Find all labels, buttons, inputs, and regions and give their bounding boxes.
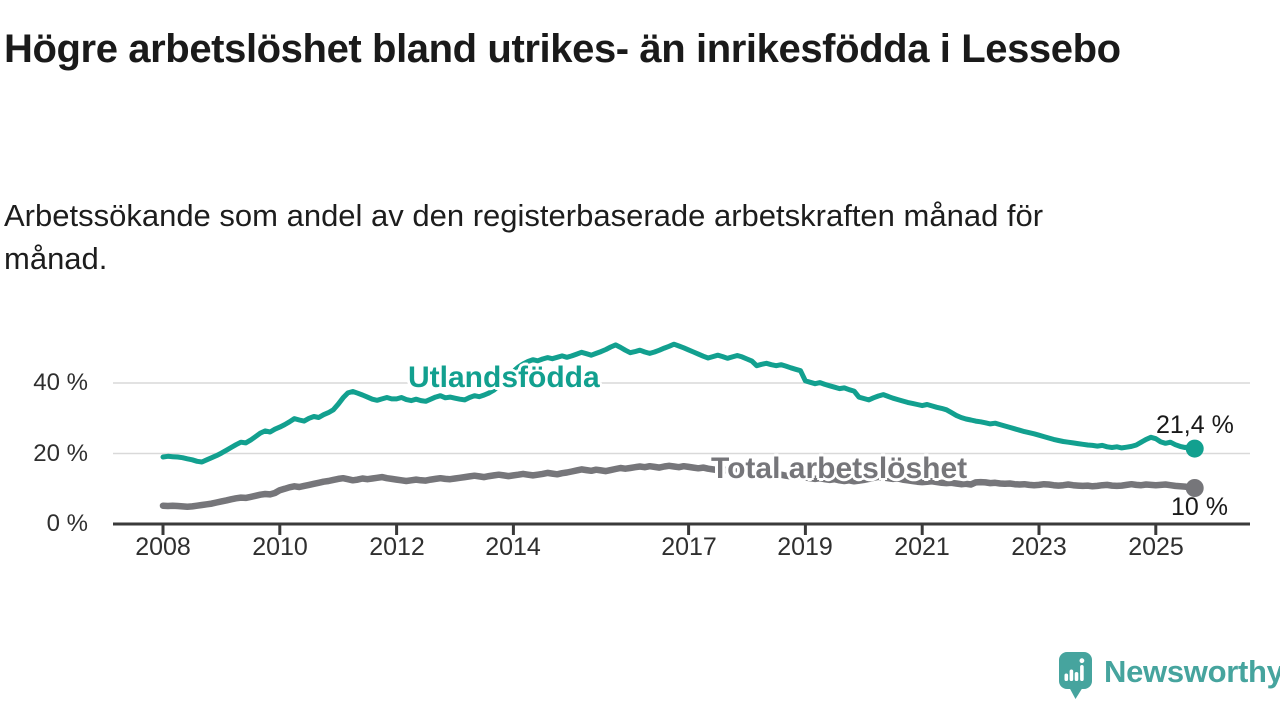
series-label-utlandsfodda: Utlandsfödda [408,361,600,394]
page-title: Högre arbetslöshet bland utrikes- än inr… [4,27,1121,71]
x-tick-label-2008: 2008 [135,533,191,561]
x-tick-label-2010: 2010 [252,533,308,561]
newsworthy-logo-icon [1059,652,1092,699]
x-tick-label-2023: 2023 [1011,533,1067,561]
x-tick-label-2025: 2025 [1128,533,1184,561]
x-tick-label-2012: 2012 [369,533,425,561]
newsworthy-wordmark: Newsworthy [1104,654,1280,689]
logo-bubble-tail [1069,687,1083,699]
end-value-label-utlandsfodda: 21,4 % [1156,411,1234,439]
logo-bar-chart-exclamation [1064,658,1085,681]
series-line-utlandsfodda [160,341,1198,465]
series-label-total-arbetsloshet: Total arbetslöshet [711,452,968,485]
x-tick-label-2021: 2021 [894,533,950,561]
x-tick-label-2019: 2019 [777,533,833,561]
line-chart [113,341,1250,535]
y-tick-label-40: 40 % [33,369,88,396]
x-tick-label-2014: 2014 [485,533,541,561]
x-tick-label-2017: 2017 [661,533,717,561]
series-line-total [159,462,1198,510]
end-dot-total [1185,479,1204,497]
end-value-label-total: 10 % [1171,493,1228,521]
chart-subtitle: Arbetssökande som andel av den registerb… [4,198,1044,276]
y-tick-label-20: 20 % [33,440,88,467]
y-tick-label-0: 0 % [46,510,88,537]
logo-bubble [1059,652,1092,689]
end-dot-utlandsfodda [1185,439,1204,458]
